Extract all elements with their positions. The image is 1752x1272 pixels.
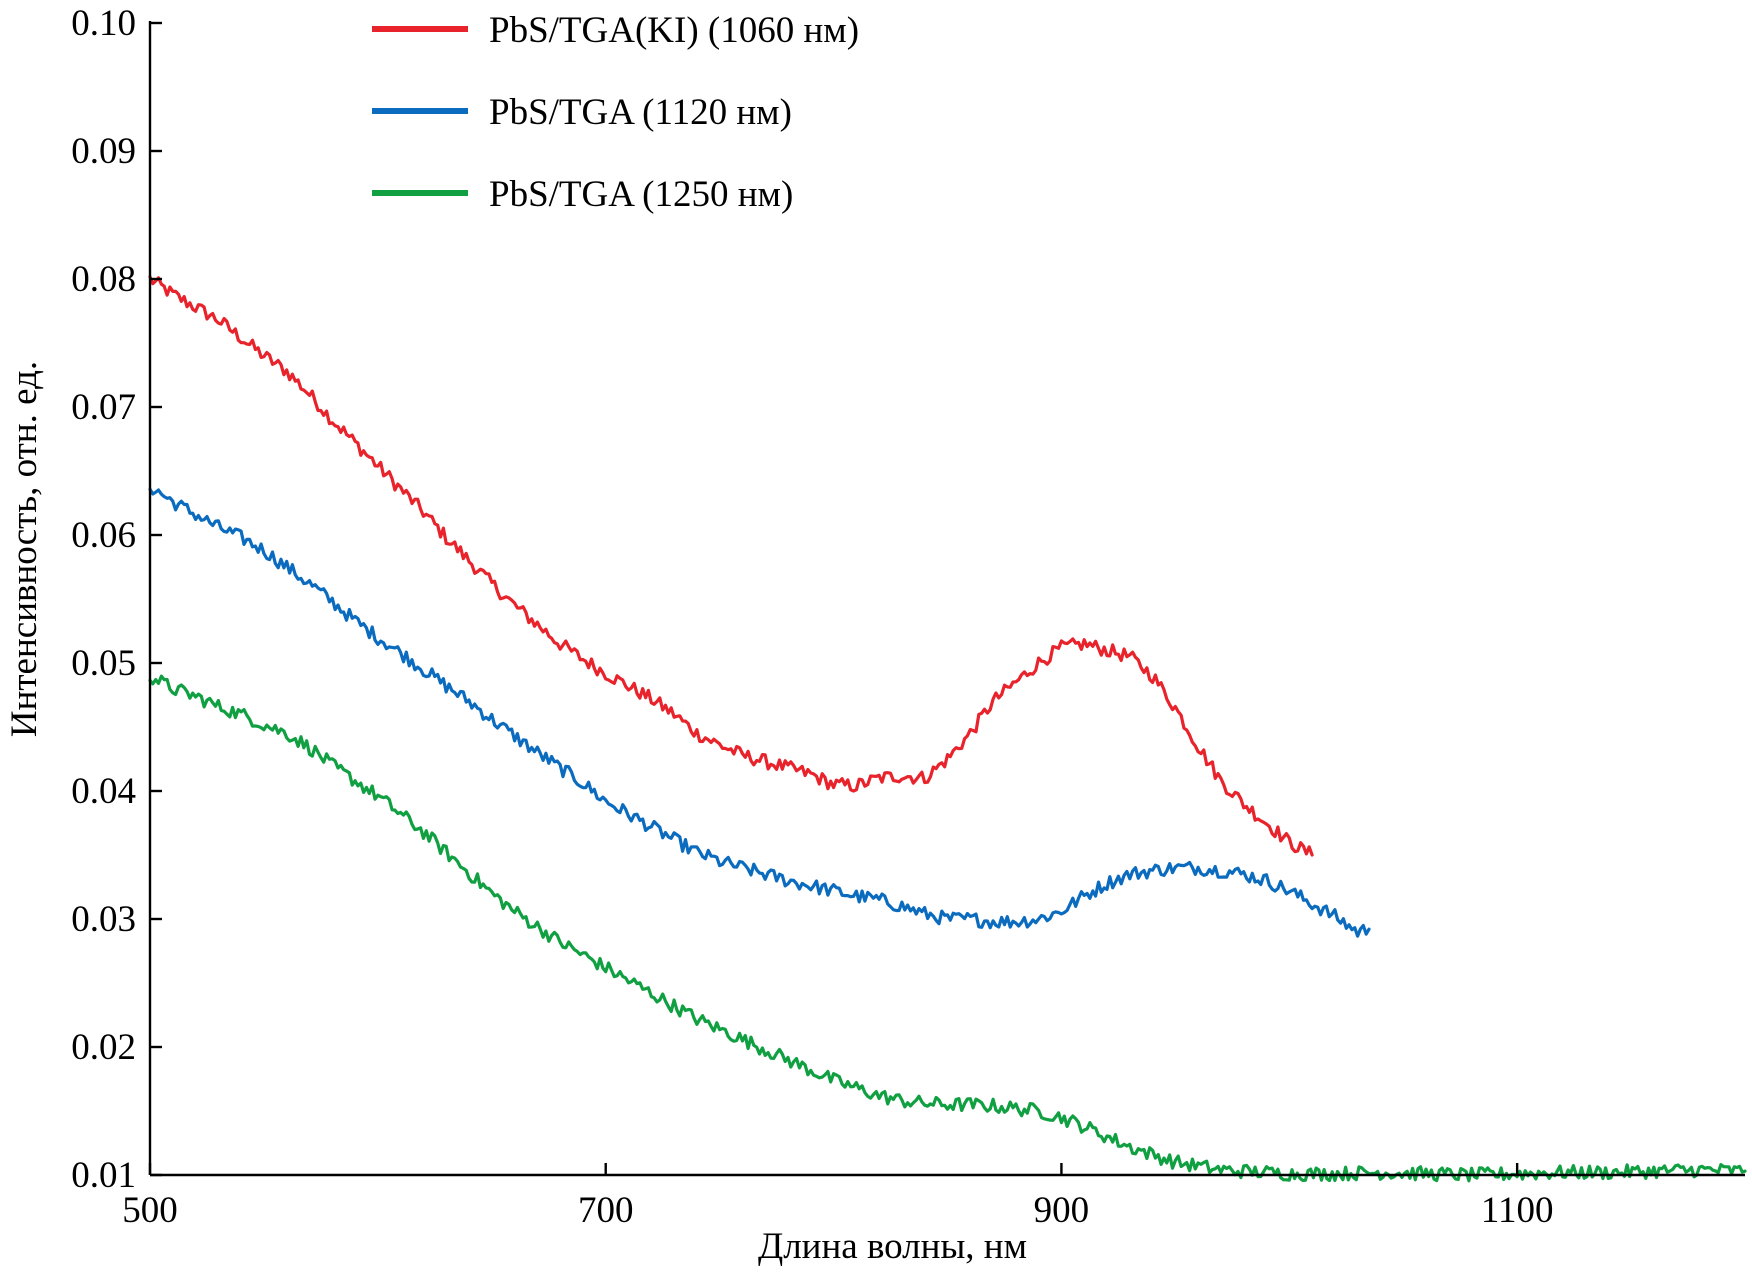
y-tick-label: 0.04	[71, 771, 136, 812]
legend-label-1: PbS/TGA(KI) (1060 нм)	[489, 10, 859, 51]
series-line-1	[148, 275, 1314, 857]
series-line-3	[148, 674, 1747, 1183]
y-axis-title: Интенсивность, отн. ед.	[4, 361, 45, 737]
y-tick-label: 0.03	[71, 899, 136, 940]
x-tick-label: 700	[578, 1190, 634, 1231]
y-tick-label: 0.07	[71, 387, 136, 428]
x-tick-label: 500	[122, 1190, 178, 1231]
x-tick-label: 1100	[1481, 1190, 1554, 1231]
y-tick-label: 0.09	[71, 131, 136, 172]
series-line-2	[148, 487, 1371, 938]
legend: PbS/TGA(KI) (1060 нм) PbS/TGA (1120 нм) Pb…	[372, 10, 859, 215]
y-tick-label: 0.02	[71, 1027, 136, 1068]
legend-label-3: PbS/TGA (1250 нм)	[489, 174, 793, 215]
legend-label-2: PbS/TGA (1120 нм)	[489, 92, 792, 133]
x-axis-title: Длина волны, нм	[758, 1226, 1027, 1267]
y-tick-label: 0.10	[71, 3, 136, 44]
x-tick-label: 900	[1034, 1190, 1090, 1231]
y-tick-label: 0.06	[71, 515, 136, 556]
axes: 0.01 0.02 0.03 0.04 0.05 0.06 0.07 0.08 0.09 0.10…	[71, 3, 1745, 1231]
y-tick-label: 0.05	[71, 643, 136, 684]
y-tick-label: 0.08	[71, 259, 136, 300]
series-layer	[148, 275, 1747, 1183]
y-tick-label: 0.01	[71, 1155, 136, 1196]
